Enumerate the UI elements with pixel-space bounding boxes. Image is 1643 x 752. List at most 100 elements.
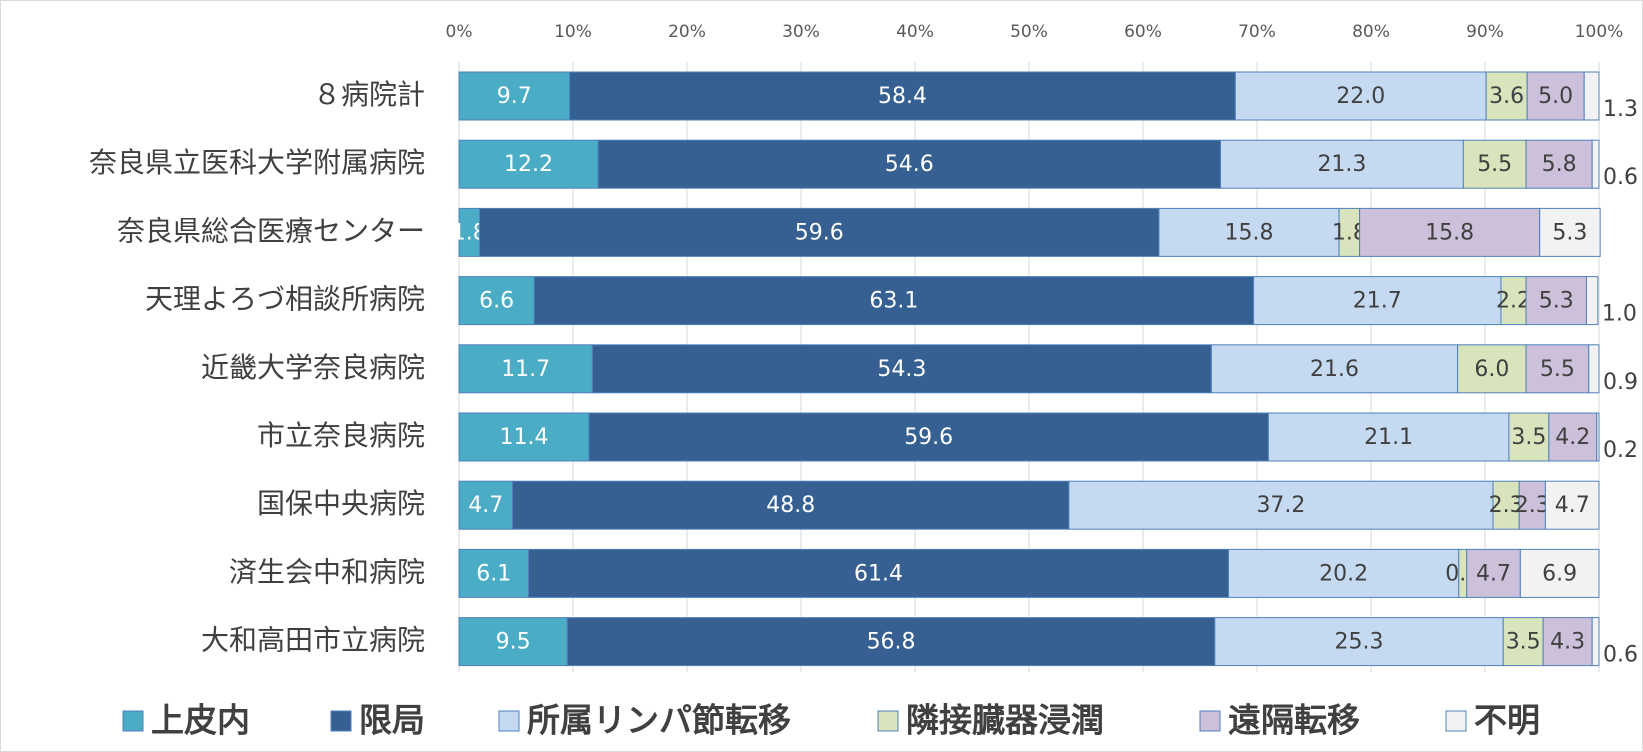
data-label: 3.6 [1489, 84, 1524, 109]
data-label: 6.6 [479, 289, 514, 314]
bar-segment [1068, 480, 1494, 530]
data-label: 63.1 [869, 289, 918, 314]
x-tick-label: 30% [782, 22, 820, 42]
bar-segment [533, 276, 1255, 326]
x-tick-label: 0% [446, 22, 473, 42]
bar-segment [591, 344, 1212, 394]
data-label: 4.7 [1476, 561, 1511, 586]
data-label: 4.2 [1555, 425, 1590, 450]
bar-segment [458, 548, 530, 598]
data-label: 58.4 [878, 84, 927, 109]
legend-swatch [330, 710, 352, 732]
data-label: 5.5 [1540, 357, 1575, 382]
bar-segment [1591, 617, 1600, 667]
bar-segment [1539, 207, 1601, 257]
y-tick-label: 奈良県立医科大学附属病院 [89, 146, 425, 179]
x-tick-label: 20% [668, 22, 706, 42]
data-label: 6.9 [1542, 561, 1577, 586]
bar-segment [1525, 139, 1593, 189]
data-label: 6.0 [1474, 357, 1509, 382]
x-tick-label: 70% [1238, 22, 1276, 42]
data-label: 15.8 [1225, 220, 1274, 245]
bar-segment [458, 344, 593, 394]
bar-segment [1585, 276, 1599, 326]
x-tick-label: 10% [554, 22, 592, 42]
legend-label: 限局 [359, 701, 425, 740]
bar-segment [1542, 617, 1593, 667]
bar-segment [1518, 480, 1546, 530]
data-label: 15.8 [1425, 220, 1474, 245]
bar-segment [1544, 480, 1600, 530]
data-label: 5.3 [1552, 220, 1587, 245]
data-label: 11.7 [501, 357, 550, 382]
y-tick-label: ８病院計 [313, 78, 425, 111]
legend-label: 不明 [1474, 701, 1540, 740]
data-label: 61.4 [854, 561, 903, 586]
bar-segment [1466, 548, 1521, 598]
data-label: 21.7 [1353, 289, 1402, 314]
legend-label: 隣接臓器浸潤 [906, 701, 1104, 740]
legend-label: 遠隔転移 [1228, 701, 1360, 740]
data-label: 5.3 [1539, 289, 1574, 314]
bar-segment [1591, 139, 1600, 189]
bar-segment [1588, 344, 1600, 394]
legend-swatch [498, 710, 520, 732]
data-label: 48.8 [766, 493, 815, 518]
data-label: 3.5 [1506, 630, 1541, 655]
y-tick-label: 大和高田市立病院 [201, 624, 425, 657]
x-tick-label: 100% [1575, 22, 1624, 42]
bar-segment [1548, 412, 1598, 462]
data-label: 5.5 [1477, 152, 1512, 177]
data-label: 54.3 [877, 357, 926, 382]
x-tick-label: 40% [896, 22, 934, 42]
bar-segment [1462, 139, 1527, 189]
data-label: 9.7 [497, 84, 532, 109]
bar-segment [1359, 207, 1541, 257]
data-label: 4.3 [1550, 630, 1585, 655]
bar-segment [1485, 71, 1528, 121]
data-label: 6.1 [476, 561, 511, 586]
data-label: 22.0 [1336, 84, 1385, 109]
bar-segment [458, 276, 535, 326]
bar-segment [1228, 548, 1460, 598]
y-tick-label: 国保中央病院 [257, 487, 425, 520]
bar-segment [1583, 71, 1600, 121]
data-label: 21.6 [1310, 357, 1359, 382]
data-label: 5.0 [1538, 84, 1573, 109]
data-label: 21.3 [1317, 152, 1366, 177]
data-label: 0.6 [1603, 165, 1638, 190]
bar-segment [1220, 139, 1464, 189]
data-label: 1.0 [1602, 302, 1637, 327]
y-tick-label: 天理よろづ相談所病院 [145, 283, 425, 316]
data-label: 2.3 [1489, 493, 1524, 518]
data-label: 2.3 [1515, 493, 1550, 518]
bar-segment [458, 480, 514, 530]
bar-segment [458, 71, 571, 121]
bar-segment [1234, 71, 1487, 121]
data-label: 9.5 [496, 630, 531, 655]
data-label: 4.7 [468, 493, 503, 518]
data-label: 25.3 [1335, 630, 1384, 655]
legend-swatch [122, 710, 144, 732]
legend-swatch [1445, 710, 1467, 732]
legend-label: 所属リンパ節転移 [527, 701, 791, 740]
bar-segment [569, 71, 1236, 121]
legend-swatch [1199, 710, 1221, 732]
data-label: 20.2 [1319, 561, 1368, 586]
bar-segment [566, 617, 1216, 667]
bar-segment [1526, 71, 1585, 121]
bar-segment [1492, 480, 1520, 530]
bar-segment [1508, 412, 1550, 462]
bar-segment [1502, 617, 1544, 667]
data-label: 0.9 [1603, 370, 1638, 395]
data-label: 1.3 [1603, 97, 1638, 122]
x-tick-label: 80% [1352, 22, 1390, 42]
data-label: 54.6 [885, 152, 934, 177]
data-label: 12.2 [504, 152, 553, 177]
data-label: 59.6 [795, 220, 844, 245]
y-tick-label: 済生会中和病院 [229, 555, 425, 588]
data-label: 37.2 [1256, 493, 1305, 518]
data-label: 4.7 [1555, 493, 1590, 518]
data-label: 3.5 [1511, 425, 1546, 450]
